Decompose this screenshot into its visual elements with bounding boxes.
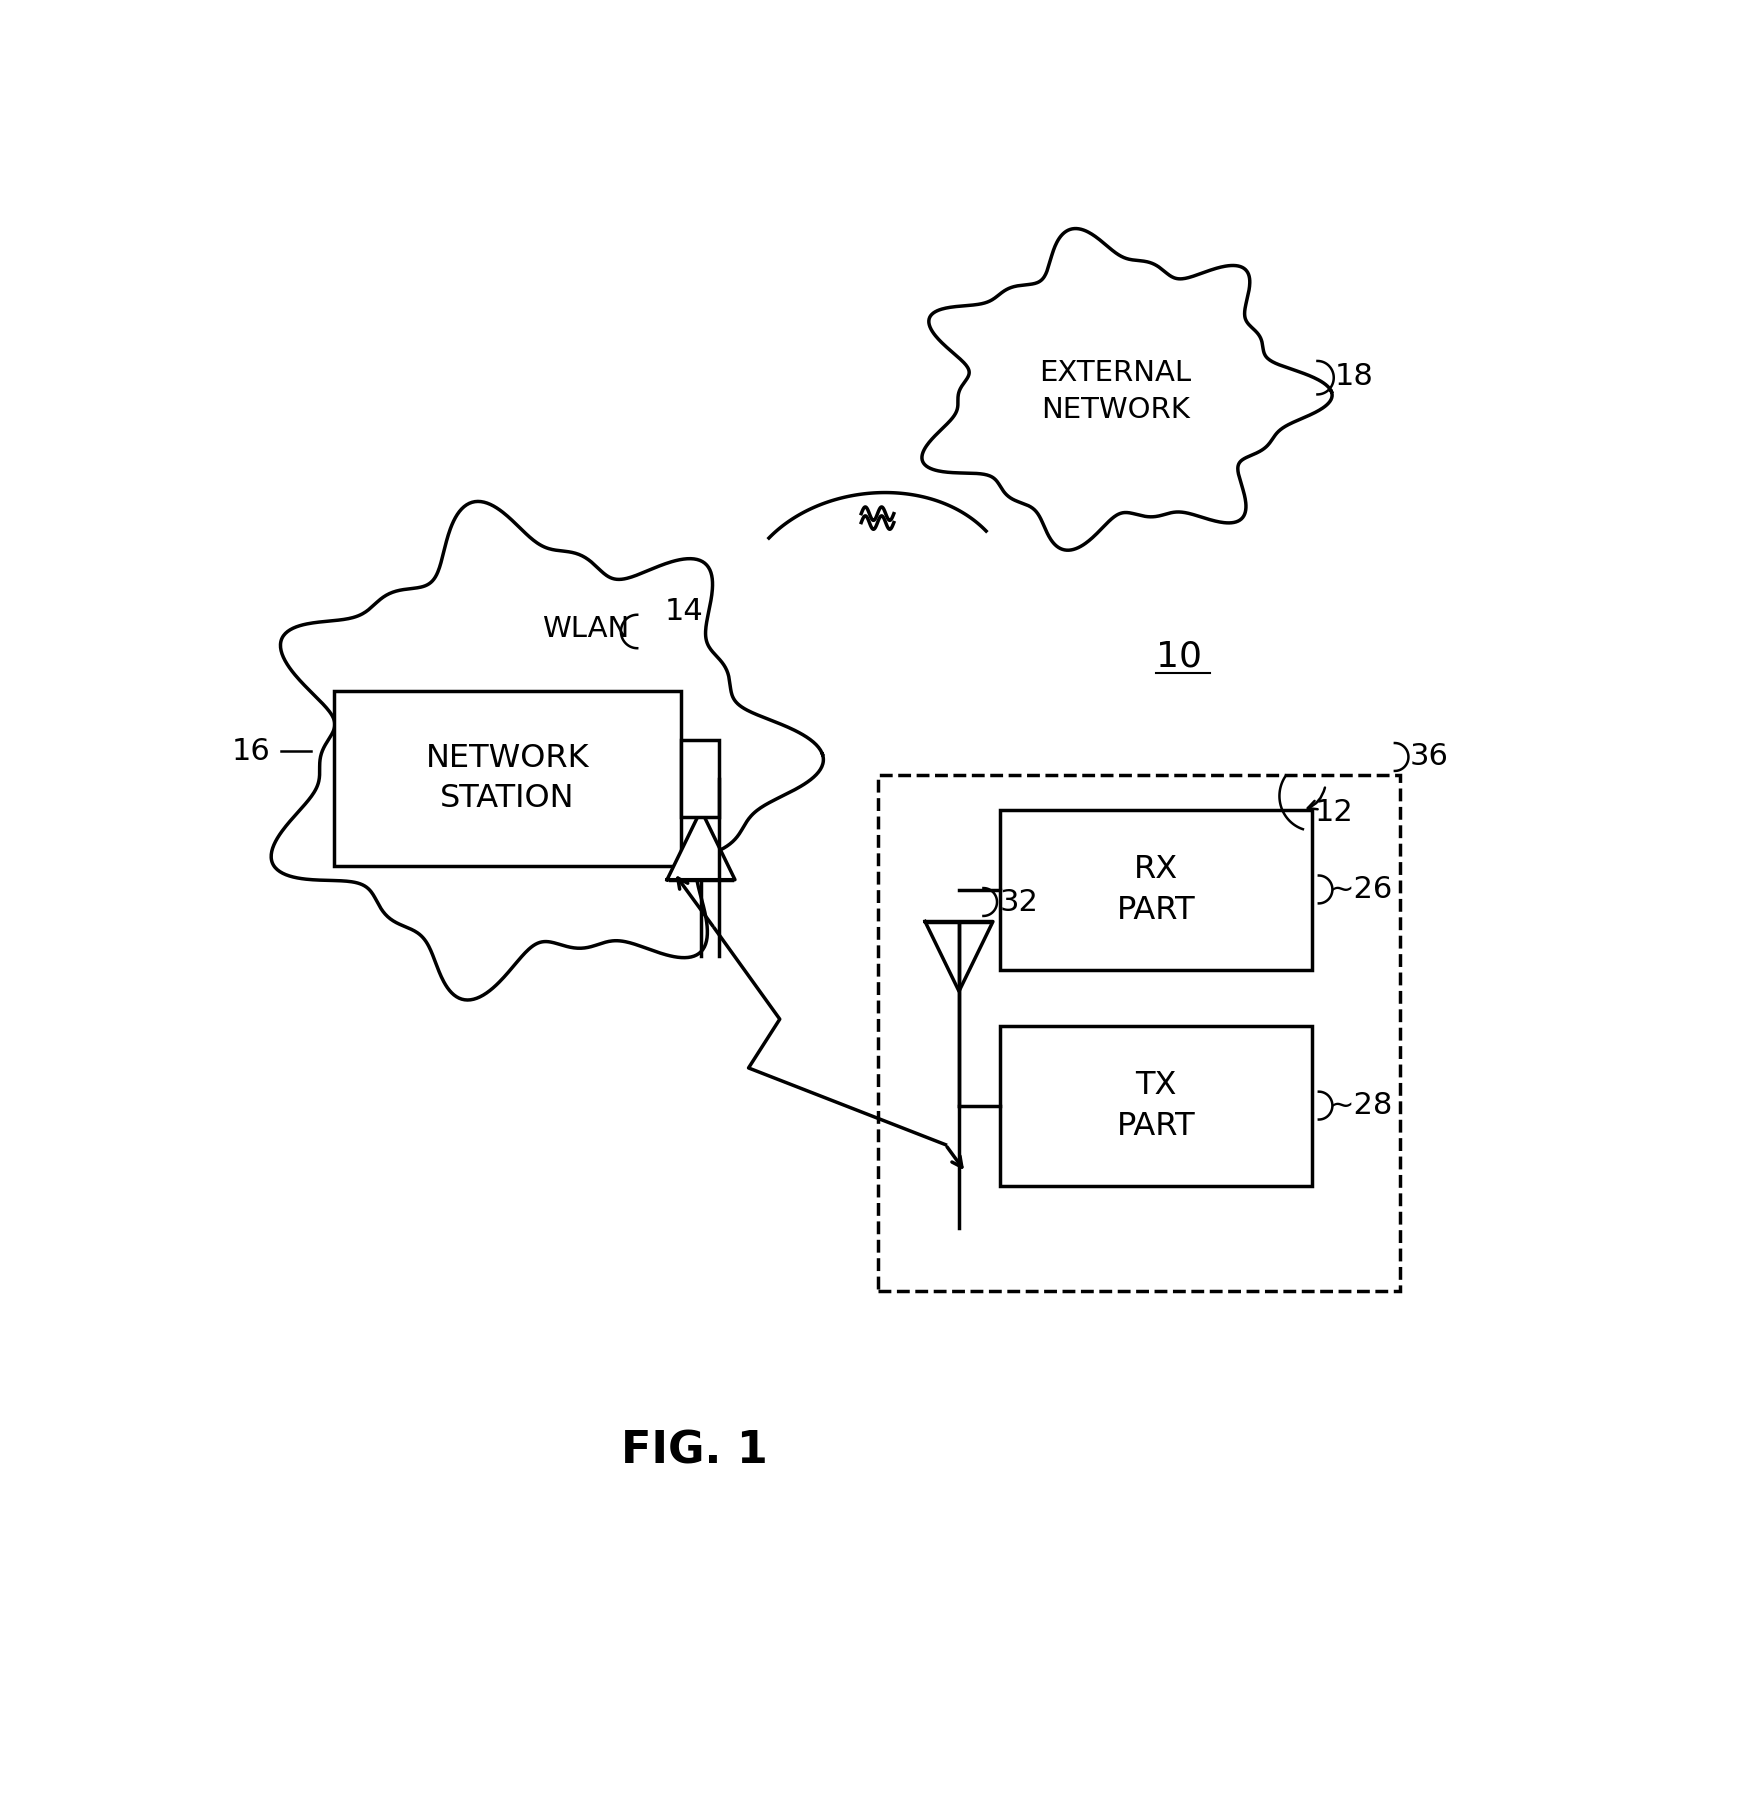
Text: 14: 14	[664, 598, 703, 627]
Text: 10: 10	[1156, 639, 1202, 674]
Polygon shape	[925, 922, 993, 991]
Bar	[335, 692, 680, 866]
Text: 36: 36	[1410, 743, 1449, 771]
Text: RX
PART: RX PART	[1116, 855, 1195, 925]
Bar	[878, 775, 1400, 1291]
Text: ~28: ~28	[1328, 1090, 1393, 1119]
Text: EXTERNAL
NETWORK: EXTERNAL NETWORK	[1039, 359, 1191, 424]
Text: 32: 32	[1000, 887, 1039, 916]
Polygon shape	[668, 810, 734, 880]
Text: NETWORK
STATION: NETWORK STATION	[426, 743, 589, 815]
Text: 18: 18	[1335, 362, 1374, 391]
Bar	[1000, 810, 1312, 971]
Polygon shape	[922, 228, 1332, 551]
Bar	[1000, 1027, 1312, 1186]
Bar	[680, 741, 718, 817]
Text: WLAN: WLAN	[541, 614, 629, 643]
Text: 16: 16	[231, 737, 270, 766]
Text: ~26: ~26	[1328, 875, 1393, 904]
Polygon shape	[272, 502, 823, 1000]
Text: TX
PART: TX PART	[1116, 1070, 1195, 1143]
Text: 12: 12	[1314, 799, 1354, 828]
Text: FIG. 1: FIG. 1	[620, 1431, 767, 1472]
